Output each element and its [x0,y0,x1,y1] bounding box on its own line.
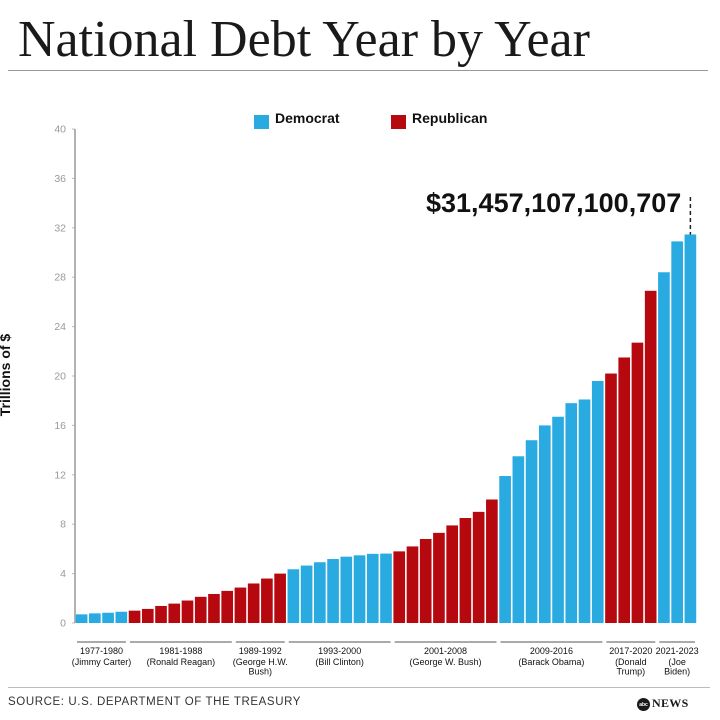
svg-text:2009-2016: 2009-2016 [530,646,573,656]
svg-text:1981-1988: 1981-1988 [159,646,202,656]
svg-text:20: 20 [54,371,66,383]
svg-text:(Donald: (Donald [615,657,647,667]
svg-text:2017-2020: 2017-2020 [609,646,652,656]
svg-text:(Bill Clinton): (Bill Clinton) [315,657,364,667]
svg-text:(Jimmy Carter): (Jimmy Carter) [72,657,132,667]
svg-text:(George H.W.: (George H.W. [233,657,288,667]
svg-text:8: 8 [60,519,66,531]
svg-text:(Joe: (Joe [668,657,686,667]
svg-text:4: 4 [60,568,66,580]
svg-text:12: 12 [54,469,66,481]
svg-text:1989-1992: 1989-1992 [239,646,282,656]
svg-text:0: 0 [60,618,66,630]
svg-text:Bush): Bush) [249,667,273,677]
svg-text:Trump): Trump) [616,667,645,677]
svg-text:32: 32 [54,222,66,234]
svg-text:28: 28 [54,272,66,284]
svg-text:1993-2000: 1993-2000 [318,646,361,656]
svg-text:Biden): Biden) [664,667,690,677]
svg-text:(George W. Bush): (George W. Bush) [410,657,482,667]
svg-text:(Barack Obama): (Barack Obama) [518,657,584,667]
svg-text:2001-2008: 2001-2008 [424,646,467,656]
svg-text:1977-1980: 1977-1980 [80,646,123,656]
svg-text:2021-2023: 2021-2023 [656,646,699,656]
svg-text:(Ronald Reagan): (Ronald Reagan) [147,657,216,667]
svg-text:40: 40 [54,124,66,136]
svg-text:24: 24 [54,321,66,333]
svg-text:36: 36 [54,173,66,185]
svg-text:16: 16 [54,420,66,432]
